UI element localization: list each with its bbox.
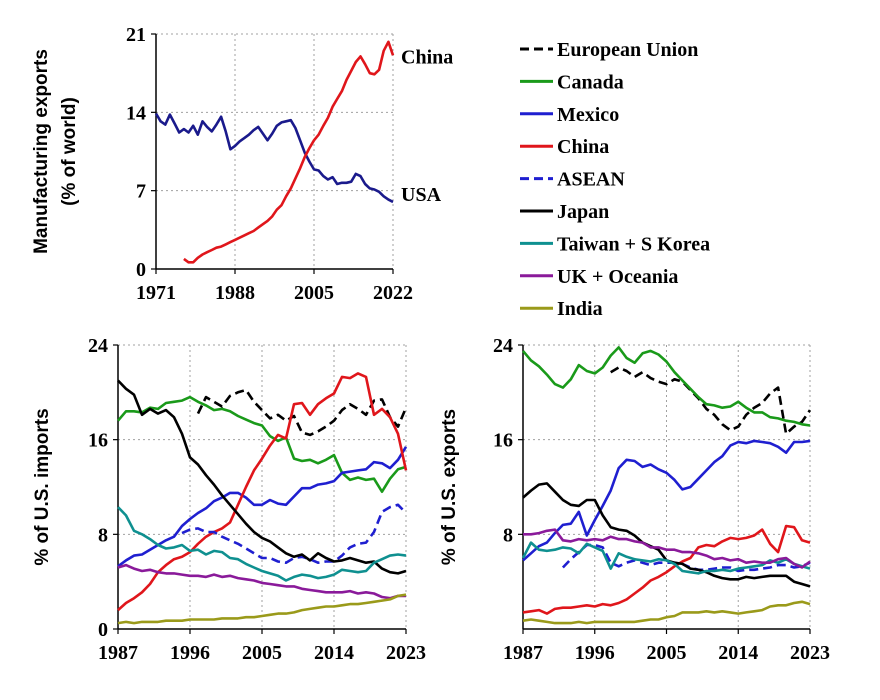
- x-tick-label: 1987: [98, 642, 138, 664]
- y-tick-label: 24: [88, 335, 108, 357]
- series-label-china: China: [401, 46, 453, 68]
- x-tick-label: 1988: [215, 282, 255, 304]
- x-tick-label: 1987: [503, 642, 543, 664]
- us-exports-panel: 1987 1996 2005 2014 2023 8 16 24 % of U.S. expor…: [439, 335, 830, 664]
- world-exports-panel: 1971 1988 2005 2022 0 7 14 21 Manufacturing expo…: [31, 24, 453, 304]
- series-line-china: [117, 372, 408, 612]
- y-axis-title: % of U.S. exports: [439, 409, 460, 565]
- series-line-canada: [522, 346, 811, 427]
- y-tick-label: 0: [98, 619, 108, 641]
- series-line-canada: [117, 395, 407, 494]
- us-imports-panel: 1987 1996 2005 2014 2023 0 8 16 24 % of U.S. impo…: [32, 335, 426, 664]
- x-tick-label: 1996: [575, 642, 615, 664]
- y-tick-label: 24: [493, 335, 513, 357]
- legend-label-japan: Japan: [557, 201, 609, 223]
- series-line-taiwan-s-korea: [521, 541, 811, 575]
- y-tick-label: 8: [503, 524, 513, 546]
- x-tick-label: 2014: [718, 642, 758, 664]
- series-line-mexico: [117, 446, 408, 568]
- series-line-usa: [154, 112, 394, 204]
- series-line-mexico: [522, 439, 811, 562]
- y-tick-label: 16: [88, 430, 108, 452]
- series-line-uk-oceania: [523, 528, 811, 569]
- y-tick-label: 14: [126, 102, 146, 124]
- y-tick-label: 7: [136, 181, 146, 203]
- y-tick-label: 0: [136, 259, 146, 281]
- legend-label-taiwan-s-korea: Taiwan + S Korea: [557, 233, 710, 255]
- legend-label-india: India: [557, 298, 603, 320]
- series-line-asean: [181, 503, 407, 565]
- legend: European Union Canada Mexico China ASEAN Japa…: [520, 39, 710, 320]
- y-tick-label: 8: [98, 524, 108, 546]
- x-tick-label: 2005: [294, 282, 334, 304]
- series-line-taiwan-s-korea: [117, 506, 407, 582]
- x-tick-label: 1996: [170, 642, 210, 664]
- series-line-uk-oceania: [117, 563, 406, 600]
- x-tick-label: 1971: [136, 282, 176, 304]
- y-tick-label: 21: [126, 24, 146, 46]
- y-axis-subtitle: (% of world): [59, 97, 80, 206]
- y-axis-title: Manufacturing exports: [31, 49, 52, 254]
- series-line-china: [522, 524, 811, 615]
- x-tick-label: 2023: [790, 642, 830, 664]
- legend-label-european-union: European Union: [557, 39, 698, 61]
- x-tick-label: 2022: [373, 282, 413, 304]
- series-line-european-union: [610, 366, 812, 436]
- x-tick-label: 2005: [647, 642, 687, 664]
- series-label-usa: USA: [401, 184, 442, 206]
- legend-label-mexico: Mexico: [557, 104, 619, 126]
- legend-label-asean: ASEAN: [557, 169, 625, 191]
- x-tick-label: 2005: [242, 642, 282, 664]
- series-line-india: [117, 593, 407, 625]
- y-axis-title: % of U.S. imports: [32, 408, 53, 565]
- series-line-china: [183, 40, 395, 264]
- x-tick-label: 2023: [386, 642, 426, 664]
- legend-label-canada: Canada: [557, 71, 624, 93]
- x-tick-label: 2014: [314, 642, 354, 664]
- legend-label-china: China: [557, 136, 609, 158]
- y-tick-label: 16: [493, 430, 513, 452]
- legend-label-uk-oceania: UK + Oceania: [557, 266, 678, 288]
- series-line-india: [522, 600, 811, 625]
- series-line-japan: [117, 379, 407, 575]
